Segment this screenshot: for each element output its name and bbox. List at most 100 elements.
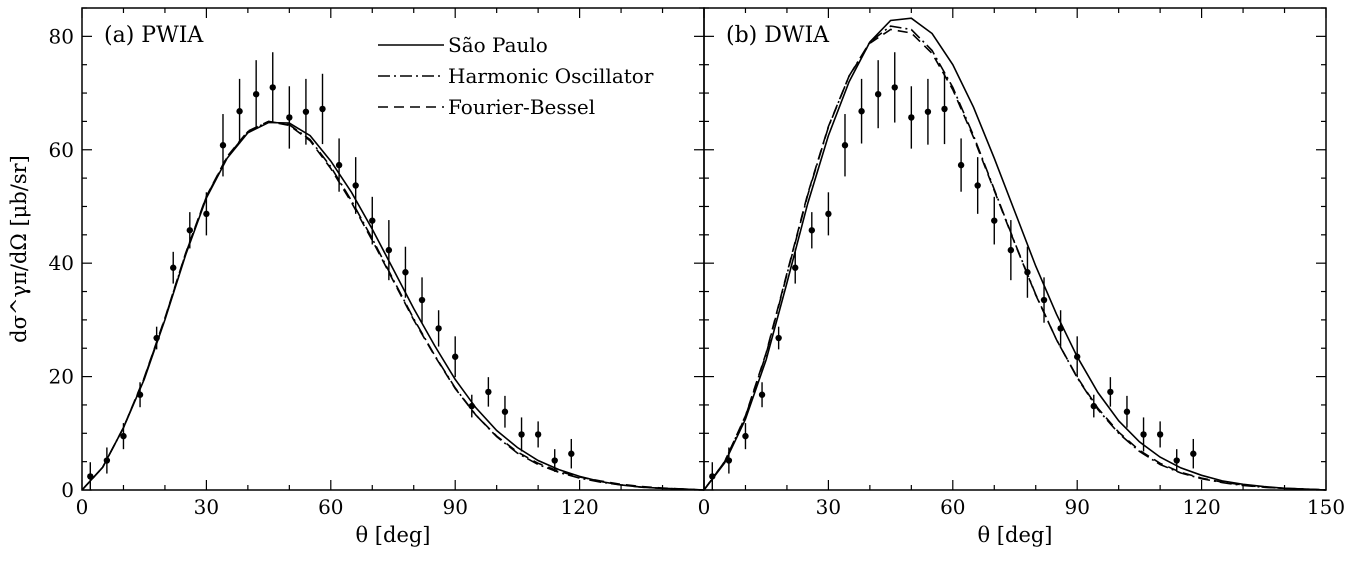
panel-a-data-point <box>252 90 260 98</box>
panel-a-data-point <box>302 108 310 115</box>
panel-b-data-point <box>858 108 865 115</box>
panel-b-curve-harmonic-oscillator <box>703 25 1327 491</box>
panel-a-data-point <box>468 402 475 410</box>
panel-a-data-point <box>435 325 442 332</box>
panel-b-data-point <box>742 432 749 440</box>
panel-b-x-tick-label: 90 <box>1064 495 1089 519</box>
panel-a-data-point <box>335 161 343 169</box>
panel-b-data-point <box>758 391 766 398</box>
panel-a-data-point <box>103 457 111 464</box>
panel-a-label: (a) PWIA <box>104 23 204 48</box>
panel-b-curve-s-o-paulo <box>703 17 1327 491</box>
panel-b-data-point <box>1173 457 1180 464</box>
panel-b-data-point <box>941 105 948 113</box>
panel-a-curve-fourier-bessel <box>81 120 705 491</box>
panel-a-data-point <box>87 473 94 480</box>
panel-b: 0 30 60 90 120 150 (b) DWIA θ [deg] <box>698 7 1345 547</box>
panel-b-curves <box>703 17 1327 491</box>
panel-a-data-point <box>153 334 160 342</box>
panel-a-x-tick-label: 30 <box>194 495 219 519</box>
panel-a-data-points <box>87 52 575 491</box>
panel-b-data-point <box>775 334 782 342</box>
panel-a-data-point <box>485 388 492 396</box>
panel-b-label: (b) DWIA <box>726 23 830 48</box>
panel-a-curve-s-o-paulo <box>81 121 705 491</box>
legend-label-fourier-bessel: Fourier-Bessel <box>448 95 595 119</box>
panel-a-data-point <box>136 391 144 398</box>
panel-b-data-point <box>957 161 965 169</box>
panel-a-data-point <box>203 210 210 218</box>
panel-a-curves <box>81 120 705 491</box>
panel-b-x-tick-label: 0 <box>698 495 711 519</box>
panel-b-data-point <box>1057 325 1064 332</box>
panel-b-data-point <box>891 84 898 91</box>
panel-a-data-point <box>402 269 409 276</box>
panel-b-data-points <box>709 52 1197 491</box>
panel-a-data-point <box>369 217 376 224</box>
panel-b-data-point <box>1090 402 1097 410</box>
panel-b-data-point <box>991 217 998 224</box>
panel-b-data-point <box>1024 269 1031 276</box>
panel-a-data-point <box>319 105 326 113</box>
panel-b-x-tick-label: 120 <box>1183 495 1221 519</box>
panel-b-data-point <box>1140 431 1147 438</box>
panel-b-data-point <box>825 210 832 218</box>
panel-b-x-tick-label: 30 <box>816 495 841 519</box>
panel-b-data-point <box>792 264 799 271</box>
panel-b-data-point <box>974 182 981 189</box>
legend: São Paulo Harmonic Oscillator Fourier-Bess… <box>378 33 654 119</box>
panel-b-data-point <box>874 90 882 98</box>
panel-a-data-point <box>286 114 293 121</box>
panel-b-data-point <box>1040 296 1048 304</box>
panel-a-data-point <box>551 457 558 464</box>
panel-a-data-point <box>385 246 393 254</box>
panel-a-x-tick-label: 90 <box>442 495 467 519</box>
panel-b-x-tick-label: 150 <box>1307 495 1345 519</box>
panel-a-data-point <box>568 450 575 457</box>
panel-a-data-point <box>518 431 525 438</box>
panel-b-data-point <box>841 142 849 149</box>
panel-b-frame <box>703 7 1327 491</box>
panel-b-data-point <box>808 227 816 234</box>
panel-b-data-point <box>1190 450 1197 457</box>
panel-a-y-tick-label: 0 <box>61 478 74 502</box>
legend-label-s-o-paulo: São Paulo <box>448 33 548 57</box>
panel-a-y-tick-label: 40 <box>49 251 74 275</box>
panel-b-ticks: 0 30 60 90 120 150 <box>698 7 1345 519</box>
panel-a-data-point <box>452 353 459 360</box>
panel-a: 0 30 60 90 120 0 20 40 60 80 (a) PWIA θ [deg] dσ^… <box>7 7 705 547</box>
panel-a-x-tick-label: 60 <box>318 495 343 519</box>
panel-b-data-point <box>709 473 716 480</box>
panel-b-data-point <box>1074 353 1081 360</box>
panel-a-data-point <box>186 227 194 234</box>
panel-a-y-tick-label: 20 <box>49 365 74 389</box>
panel-b-x-axis-title: θ [deg] <box>977 523 1052 547</box>
panel-b-data-point <box>725 457 733 464</box>
panel-b-data-point <box>1123 408 1131 415</box>
panel-a-data-point <box>501 408 509 415</box>
panel-b-data-point <box>924 108 932 115</box>
panel-a-data-point <box>269 84 276 91</box>
panel-a-data-point <box>120 432 127 440</box>
panel-a-data-point <box>352 182 359 189</box>
panel-a-y-axis-title: dσ^γπ/dΩ [μb/sr] <box>7 155 31 343</box>
panel-a-ticks: 0 30 60 90 120 0 20 40 60 80 <box>49 7 705 519</box>
panel-a-x-axis-title: θ [deg] <box>355 523 430 547</box>
panel-a-x-tick-label: 120 <box>561 495 599 519</box>
panel-a-curve-harmonic-oscillator <box>81 120 705 491</box>
panel-a-data-point <box>534 431 542 438</box>
panel-a-y-tick-label: 60 <box>49 138 74 162</box>
panel-a-y-tick-label: 80 <box>49 24 74 48</box>
panel-b-data-point <box>1156 431 1164 438</box>
panel-a-data-point <box>170 264 177 271</box>
panel-a-data-point <box>236 108 243 115</box>
panel-a-data-point <box>418 296 426 304</box>
panel-b-data-point <box>908 114 915 121</box>
panel-b-data-point <box>1107 388 1114 396</box>
panel-a-data-point <box>219 142 227 149</box>
panel-b-data-point <box>1007 246 1015 254</box>
panel-b-curve-fourier-bessel <box>703 28 1327 491</box>
panel-b-x-tick-label: 60 <box>940 495 965 519</box>
legend-label-harmonic-oscillator: Harmonic Oscillator <box>448 64 654 88</box>
